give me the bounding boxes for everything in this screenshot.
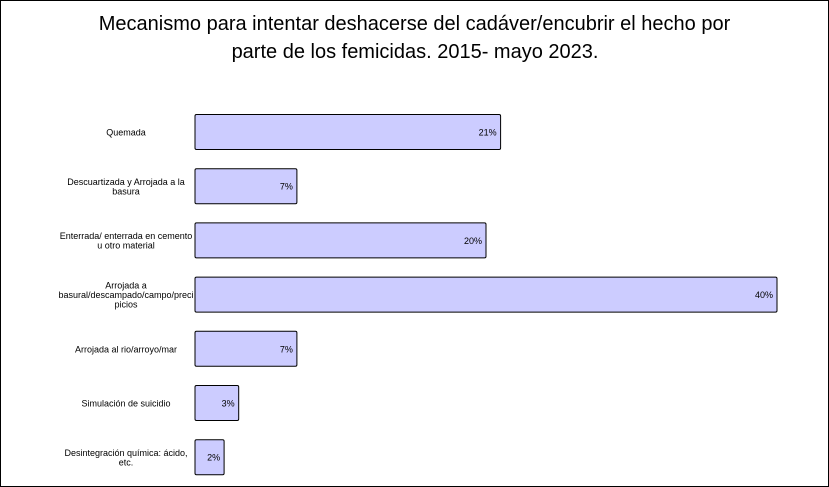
data-label: 21%	[479, 128, 497, 138]
chart-title-line-2: parte de los femicidas. 2015- mayo 2023.	[231, 41, 599, 63]
bar-group: 20% Enterrada/ enterrada en cemento u otro…	[60, 222, 487, 259]
category-label-line: Descuartizada y Arrojada a la	[67, 177, 185, 187]
bar	[194, 222, 487, 259]
category-label-line: Simulación de suicidio	[81, 399, 170, 409]
category-label-line: u otro material	[97, 241, 155, 251]
chart-title: Mecanismo para intentar deshacerse del c…	[0, 10, 829, 66]
category-label: Simulación de suicidio	[81, 399, 170, 409]
bar-group: 40% Arrojada a basural/descampado/campo/pr…	[58, 276, 778, 313]
category-label: Arrojada a basural/descampado/campo/preci…	[58, 281, 193, 310]
category-label-line: Desintegración química: ácido,	[64, 448, 187, 458]
category-label: Descuartizada y Arrojada a la basura	[67, 177, 185, 197]
category-label: Desintegración química: ácido, etc.	[64, 448, 187, 468]
category-label-line: picios	[114, 300, 138, 310]
bar-group: 7% Descuartizada y Arrojada a la basura	[67, 168, 298, 205]
bar-group: 2% Desintegración química: ácido, etc.	[64, 439, 225, 476]
bar	[194, 330, 298, 367]
bar	[194, 276, 778, 313]
data-label: 7%	[280, 344, 293, 354]
category-label-line: Arrojada a	[105, 281, 147, 291]
data-label: 40%	[755, 290, 773, 300]
chart-title-line-1: Mecanismo para intentar deshacerse del c…	[98, 13, 731, 35]
category-label-line: basura	[112, 186, 140, 196]
bar	[194, 439, 225, 476]
bar-group: 3% Simulación de suicidio	[81, 385, 240, 421]
data-label: 3%	[222, 399, 235, 409]
bar	[194, 385, 240, 421]
category-label-line: Quemada	[106, 128, 146, 138]
data-label: 7%	[280, 182, 293, 192]
bar	[194, 168, 298, 205]
category-label-line: Enterrada/ enterrada en cemento	[60, 231, 193, 241]
category-label: Quemada	[106, 128, 146, 138]
category-label: Arrojada al rio/arroyo/mar	[75, 344, 177, 354]
category-label-line: etc.	[119, 458, 134, 468]
bar-group: 7% Arrojada al rio/arroyo/mar	[75, 330, 298, 367]
data-label: 2%	[207, 453, 220, 463]
data-label: 20%	[464, 236, 482, 246]
bar-group: 21% Quemada	[106, 114, 502, 150]
category-label-line: Arrojada al rio/arroyo/mar	[75, 344, 177, 354]
category-label-line: basural/descampado/campo/preci	[58, 290, 193, 300]
bar	[194, 114, 502, 150]
category-label: Enterrada/ enterrada en cemento u otro ma…	[60, 231, 193, 251]
